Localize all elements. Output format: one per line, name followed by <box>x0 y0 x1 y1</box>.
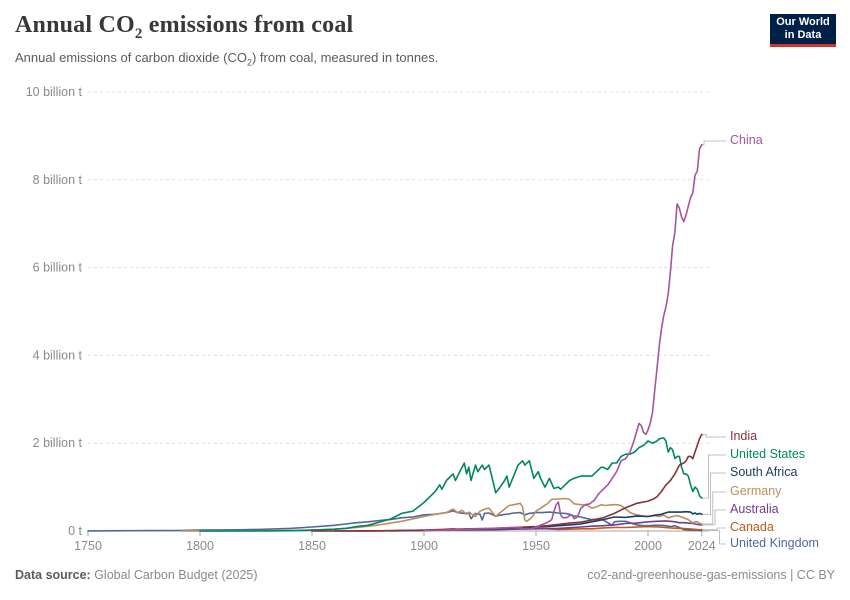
x-tick-label: 1950 <box>522 539 550 553</box>
label-connector <box>702 454 726 499</box>
x-tick-label: 1800 <box>186 539 214 553</box>
series-label-south-africa[interactable]: South Africa <box>730 465 798 479</box>
y-tick-label: 6 billion t <box>33 261 83 275</box>
data-source-label: Data source: <box>15 568 91 582</box>
data-source-note: Data source: Global Carbon Budget (2025) <box>15 568 258 582</box>
y-axis-tick-labels: 0 t 2 billion t 4 billion t 6 billion t 8 bi… <box>26 85 83 538</box>
series-line-germany[interactable] <box>181 497 703 532</box>
x-tick-label: 1750 <box>74 539 102 553</box>
x-tick-label: 2000 <box>634 539 662 553</box>
label-connector <box>702 434 726 438</box>
series-label-united-states[interactable]: United States <box>730 447 806 461</box>
data-source-value: Global Carbon Budget (2025) <box>90 568 258 582</box>
page-title: Annual CO2 emissions from coal <box>15 12 354 42</box>
series-label-united-kingdom[interactable]: United Kingdom <box>730 536 819 550</box>
y-tick-label: 8 billion t <box>33 173 83 187</box>
x-tick-label: 1850 <box>298 539 326 553</box>
series-label-india[interactable]: India <box>730 429 758 443</box>
x-axis: 1750 1800 1850 1900 1950 2000 2024 <box>74 531 716 553</box>
license-link[interactable]: co2-and-greenhouse-gas-emissions | CC BY <box>587 568 835 582</box>
label-connector <box>702 472 726 515</box>
y-tick-label: 4 billion t <box>33 348 83 362</box>
label-connector <box>702 140 726 146</box>
gridlines <box>88 91 709 532</box>
label-connector <box>702 509 726 526</box>
owid-logo[interactable]: Our World in Data <box>770 14 836 47</box>
owid-logo-line2: in Data <box>784 29 822 41</box>
y-tick-label: 2 billion t <box>33 436 83 450</box>
label-connector <box>702 530 726 545</box>
series-line-united-states[interactable] <box>199 437 703 532</box>
series-line-united-kingdom[interactable] <box>87 509 703 532</box>
chart-subtitle: Annual emissions of carbon dioxide (CO2)… <box>15 50 439 68</box>
y-tick-label: 10 billion t <box>26 85 83 99</box>
series-lines <box>87 143 703 532</box>
series-label-australia[interactable]: Australia <box>730 502 779 516</box>
y-tick-label: 0 t <box>68 524 82 538</box>
label-connector <box>702 527 726 531</box>
chart-footer: Data source: Global Carbon Budget (2025)… <box>15 568 835 582</box>
series-label-connectors <box>702 140 726 545</box>
series-label-china[interactable]: China <box>730 133 763 147</box>
x-tick-label: 1900 <box>410 539 438 553</box>
owid-logo-line1: Our World <box>776 16 830 28</box>
series-line-china[interactable] <box>423 143 703 532</box>
series-label-canada[interactable]: Canada <box>730 520 774 534</box>
x-tick-label: 2024 <box>688 539 716 553</box>
series-label-germany[interactable]: Germany <box>730 484 782 498</box>
label-connector <box>702 491 726 525</box>
